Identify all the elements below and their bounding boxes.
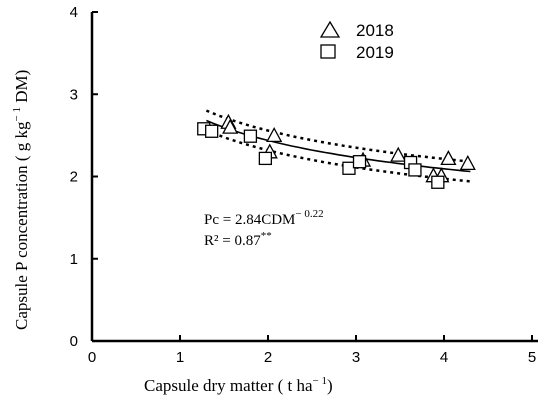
x-ticks: 0 1 2 3 4 5 bbox=[88, 335, 536, 366]
x-tick-label: 2 bbox=[264, 349, 272, 366]
point-2019 bbox=[352, 155, 367, 169]
y-tick-label: 2 bbox=[70, 169, 78, 186]
x-tick-label: 1 bbox=[176, 349, 184, 366]
y-axis-title-main: Capsule P concentration ( g kg bbox=[12, 121, 31, 330]
x-tick-label: 4 bbox=[440, 349, 448, 366]
y-tick-label: 0 bbox=[70, 333, 78, 350]
legend-label-2018: 2018 bbox=[356, 21, 394, 40]
confidence-band-lower bbox=[205, 129, 471, 183]
y-tick-label: 4 bbox=[70, 4, 78, 21]
point-2018 bbox=[222, 118, 239, 134]
y-tick-label: 1 bbox=[70, 251, 78, 268]
equation-annotation: Pc = 2.84CDM− 0.22 R² = 0.87** bbox=[204, 208, 324, 249]
data-points bbox=[197, 113, 476, 189]
point-2019 bbox=[205, 124, 219, 138]
fit-curve bbox=[206, 119, 471, 173]
x-axis-title-sup: − 1 bbox=[313, 375, 327, 387]
y-axis-title-end: DM) bbox=[12, 70, 31, 107]
point-2019 bbox=[431, 175, 445, 189]
point-2018 bbox=[459, 154, 476, 170]
confidence-band-upper bbox=[205, 109, 471, 163]
y-axis-title: Capsule P concentration ( g kg− 1 DM) bbox=[11, 70, 31, 330]
x-axis-title: Capsule dry matter ( t ha− 1) bbox=[144, 375, 333, 395]
equation-text: Pc = 2.84CDM− 0.22 bbox=[204, 208, 324, 228]
legend: 2018 2019 bbox=[319, 20, 394, 62]
r-squared-significance: ** bbox=[261, 230, 272, 242]
r-squared-text: R² = 0.87** bbox=[204, 230, 272, 249]
point-2019 bbox=[408, 163, 422, 177]
y-axis-title-sup: − 1 bbox=[11, 107, 23, 121]
x-tick-label: 5 bbox=[528, 349, 536, 366]
point-2018 bbox=[266, 127, 283, 143]
y-tick-label: 3 bbox=[70, 86, 78, 103]
point-2018 bbox=[440, 150, 457, 166]
point-2018 bbox=[390, 146, 407, 162]
x-tick-label: 0 bbox=[88, 349, 96, 366]
x-tick-label: 3 bbox=[352, 349, 360, 366]
point-2019 bbox=[258, 151, 273, 166]
x-axis-title-end: ) bbox=[327, 376, 333, 395]
point-2019 bbox=[243, 129, 258, 143]
y-ticks: 0 1 2 3 4 bbox=[70, 4, 98, 350]
legend-triangle-marker bbox=[319, 20, 341, 38]
x-axis-title-main: Capsule dry matter ( t ha bbox=[144, 376, 313, 395]
legend-square-marker bbox=[320, 44, 336, 59]
legend-label-2019: 2019 bbox=[356, 43, 394, 62]
equation-main: Pc = 2.84CDM bbox=[204, 212, 295, 228]
equation-exponent: − 0.22 bbox=[295, 208, 323, 220]
r-squared-main: R² = 0.87 bbox=[204, 233, 261, 249]
